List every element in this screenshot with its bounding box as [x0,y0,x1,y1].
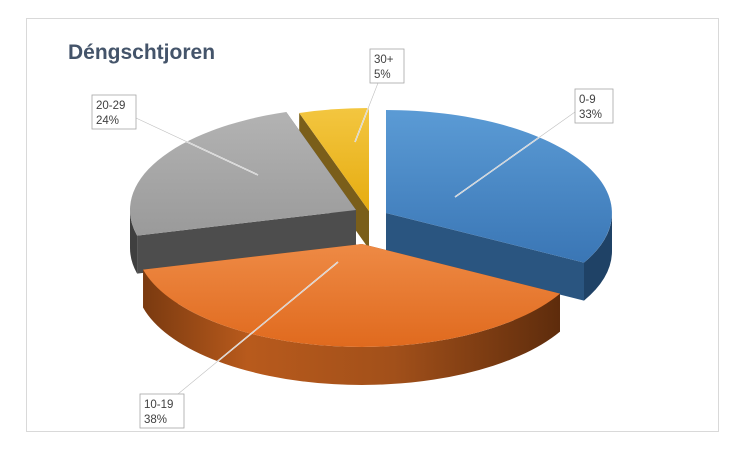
leader-line-shade [454,111,576,198]
data-label-20-29: 20-29 24% [91,94,259,176]
slice-0-9 [386,110,612,301]
data-label-30+: 30+5% [354,48,405,143]
slice-top-20-29 [129,112,356,236]
chart-title: Déngschtjoren [68,41,216,64]
slice-10-19 [143,244,560,385]
data-label-category: 20-29 [96,100,125,112]
data-label-percent: 33% [579,109,602,121]
data-label-category: 0-9 [579,94,596,106]
slice-top-30+ [299,107,369,211]
data-label-10-19: 10-19 38% [139,261,339,429]
data-label-box [574,88,614,124]
leader-line-shade [135,117,259,176]
leader-line-shade [177,261,339,395]
slice-top-10-19 [143,244,560,347]
slice-top-0-9 [386,110,612,263]
leader-line-shade [354,82,379,143]
data-label-percent: 5% [374,69,391,81]
slice-side [143,269,560,385]
data-label-box [369,48,405,84]
slice-side [130,210,138,274]
data-label-category: 30+ [374,54,394,66]
data-label-box [139,393,185,429]
slice-side [584,213,612,301]
data-label-percent: 24% [96,115,119,127]
data-label-box [91,94,137,130]
slice-20-29 [129,112,356,274]
data-label-0-9: 0-933% [454,88,614,198]
slice-wall [137,210,356,274]
data-label-percent: 38% [144,414,167,426]
data-label-category: 10-19 [144,399,173,411]
slice-wall [386,213,584,301]
